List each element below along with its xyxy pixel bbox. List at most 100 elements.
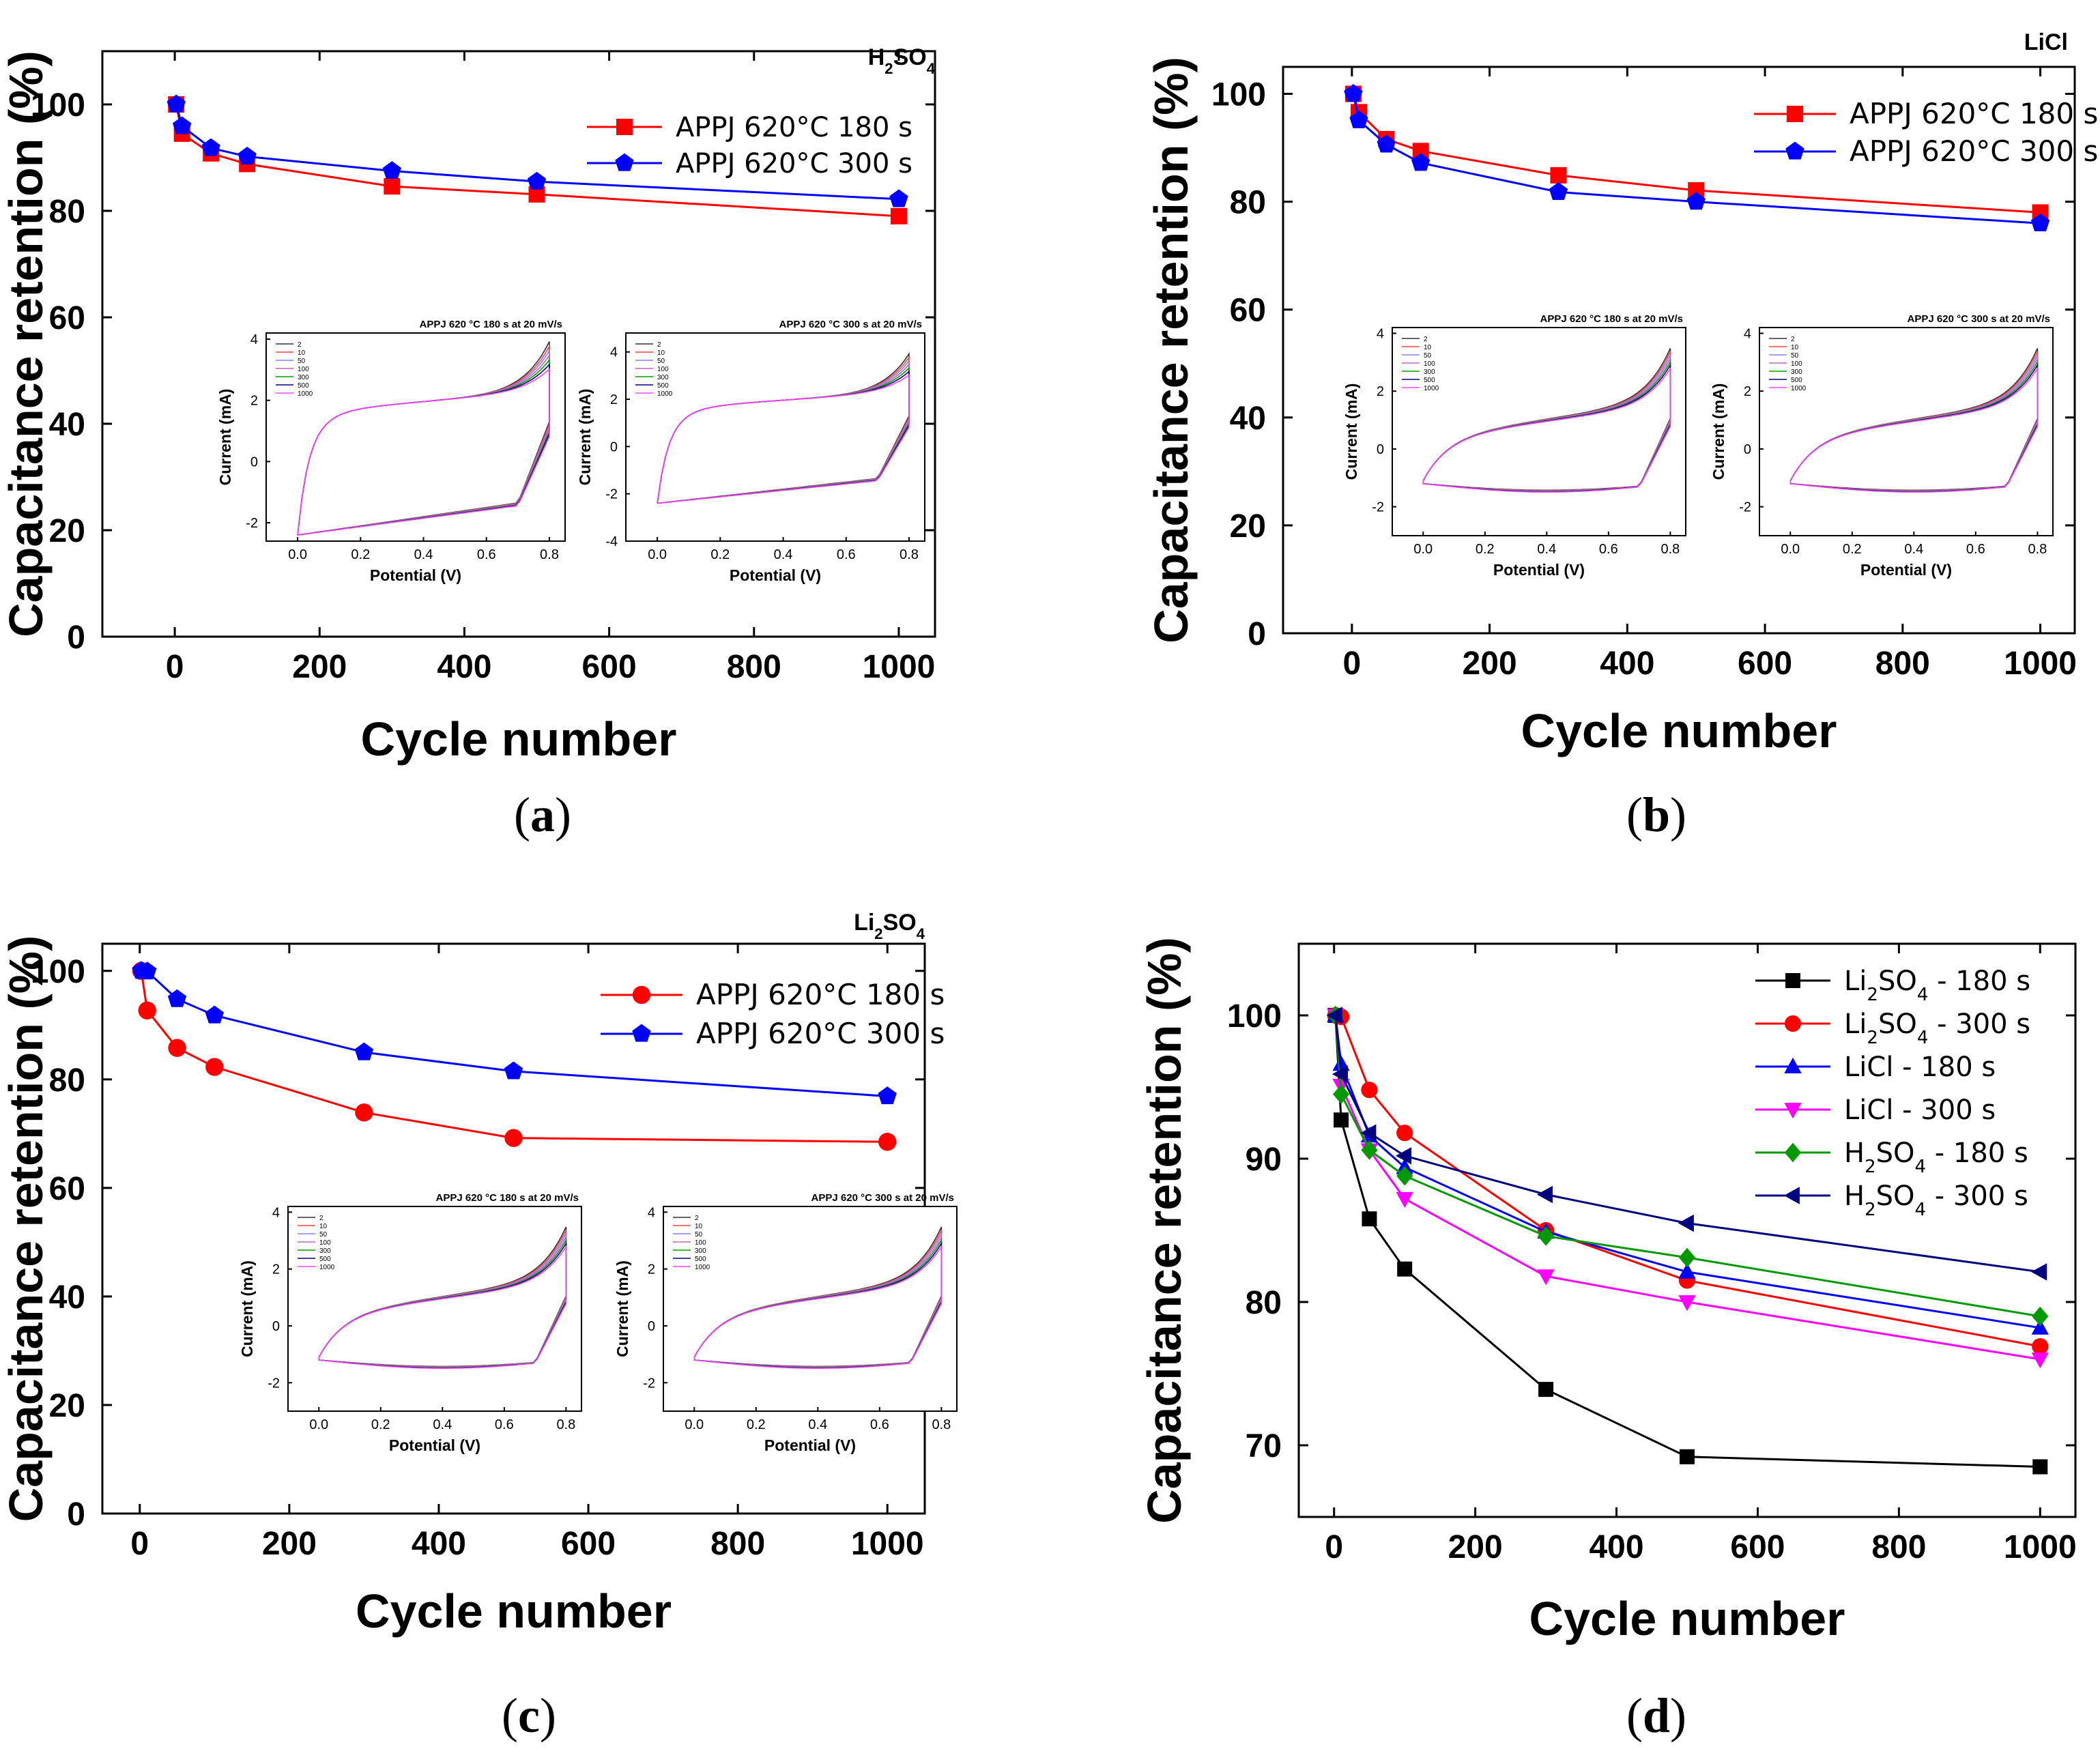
inset-legend-label: 300 <box>657 374 669 381</box>
inset-title: APPJ 620 °C 300 s at 20 mV/s <box>1908 313 2050 325</box>
data-point <box>2031 1352 2049 1369</box>
inset-x-tick-label: 0.0 <box>1413 542 1433 557</box>
legend-entry: APPJ 620°C 180 s <box>676 112 912 143</box>
y-tick-label: 100 <box>1227 998 1282 1034</box>
inset-legend-label: 50 <box>319 1231 328 1239</box>
inset-x-tick-label: 0.6 <box>1599 542 1618 557</box>
inset-legend-label: 300 <box>1791 368 1802 376</box>
inset-x-tick-label: 0.4 <box>1537 542 1556 557</box>
inset-x-title: Potential (V) <box>389 1436 480 1454</box>
inset-x-tick-label: 0.2 <box>1843 542 1862 557</box>
cv-curve <box>693 1245 943 1369</box>
data-point <box>1396 1147 1412 1165</box>
data-point <box>1538 1382 1554 1398</box>
x-tick-label: 200 <box>292 649 347 685</box>
x-tick-label: 400 <box>1600 646 1654 682</box>
inset-y-tick-label: -2 <box>268 1376 280 1391</box>
data-point <box>1349 110 1368 128</box>
legend-entry: Li2SO4 - 300 s <box>1844 1009 2030 1048</box>
inset-y-tick-label: 4 <box>1744 326 1751 341</box>
data-point <box>1396 1191 1413 1208</box>
data-point <box>2031 1318 2049 1335</box>
inset-y-tick-label: -2 <box>1372 500 1384 515</box>
data-point <box>384 178 401 195</box>
x-tick-label: 1000 <box>863 649 936 685</box>
y-tick-label: 80 <box>1230 185 1266 221</box>
x-tick-label: 800 <box>710 1526 765 1562</box>
data-point <box>1536 1185 1553 1204</box>
plot-frame <box>1282 66 2076 635</box>
inset-x-tick-label: 0.8 <box>540 547 559 562</box>
inset-x-tick-label: 0.6 <box>1966 542 1985 557</box>
inset-legend-label: 500 <box>1791 377 1802 384</box>
y-tick-label: 0 <box>1248 616 1266 652</box>
inset-title: APPJ 620 °C 300 s at 20 mV/s <box>811 1192 954 1204</box>
inset-frame <box>287 1206 582 1412</box>
inset-title: APPJ 620 °C 180 s at 20 mV/s <box>420 319 562 330</box>
legend: APPJ 620°C 180 s APPJ 620°C 300 s <box>601 978 945 1050</box>
data-point <box>1678 1262 1696 1279</box>
inset-legend-label: 50 <box>657 358 665 365</box>
data-point <box>1550 167 1567 184</box>
inset-x-tick-label: 0.4 <box>808 1417 827 1432</box>
data-point <box>1686 192 1706 210</box>
cv-curve <box>297 368 550 536</box>
data-point <box>1332 1065 1348 1083</box>
data-point <box>167 989 187 1007</box>
inset-y-title: Current (mA) <box>614 1260 631 1357</box>
inset-y-tick-label: -2 <box>605 487 618 502</box>
inset-legend-label: 50 <box>1424 352 1432 360</box>
data-point <box>504 1129 523 1147</box>
data-point <box>1361 1082 1378 1099</box>
y-tick-label: 60 <box>1230 293 1266 329</box>
x-axis-title: Cycle number <box>1521 704 1837 757</box>
legend: APPJ 620°C 180 s APPJ 620°C 300 s <box>1754 97 2098 168</box>
y-tick-label: 80 <box>49 194 85 230</box>
inset-legend-label: 10 <box>319 1223 328 1230</box>
y-axis-title: Capacitance retention (%) <box>1145 57 1198 643</box>
y-axis-title: Capacitance retention (%) <box>1138 937 1191 1524</box>
data-point <box>1678 1214 1694 1232</box>
inset-x-tick-label: 0.0 <box>1781 542 1800 557</box>
inset-legend-label: 500 <box>298 382 309 390</box>
inset-x-tick-label: 0.6 <box>837 547 856 562</box>
inset-legend-label: 10 <box>657 349 665 357</box>
data-point <box>2032 1459 2048 1475</box>
inset-y-title: Current (mA) <box>576 389 594 486</box>
data-point <box>527 171 547 190</box>
cv-curve <box>1422 366 1671 493</box>
legend-entry: H2SO4 - 180 s <box>1844 1138 2028 1177</box>
inset-y-tick-label: 0 <box>610 439 618 454</box>
inset-x-tick-label: 0.6 <box>495 1417 514 1432</box>
y-tick-label: 90 <box>1246 1142 1282 1178</box>
legend-marker <box>1787 106 1803 122</box>
cv-curve <box>318 1245 567 1369</box>
inset-cv: APPJ 620 °C 180 s at 20 mV/s 0.0 0.2 0.4 0.6… <box>1342 313 1686 579</box>
inset-legend-label: 500 <box>319 1256 331 1263</box>
inset-x-tick-label: 0.2 <box>710 547 730 562</box>
cv-curve <box>1789 366 2039 493</box>
inset-y-tick-label: 0 <box>250 454 258 469</box>
x-tick-label: 1000 <box>2004 646 2077 682</box>
inset-x-tick-label: 0.8 <box>932 1417 951 1432</box>
legend-marker <box>616 119 633 135</box>
data-point <box>878 1133 897 1151</box>
inset-x-tick-label: 0.0 <box>648 547 667 562</box>
inset-y-tick-label: 4 <box>272 1205 280 1220</box>
legend-marker <box>1785 973 1800 988</box>
data-point <box>1680 1449 1695 1464</box>
inset-legend-label: 100 <box>298 366 309 373</box>
y-tick-label: 100 <box>31 87 85 124</box>
y-tick-label: 40 <box>1230 401 1266 437</box>
x-tick-label: 800 <box>727 649 781 685</box>
inset-y-tick-label: 2 <box>250 394 258 409</box>
data-point <box>504 1061 523 1080</box>
legend-entry: APPJ 620°C 300 s <box>676 148 912 179</box>
data-point <box>889 189 908 207</box>
data-point <box>1549 182 1568 200</box>
data-point <box>1333 1084 1350 1104</box>
inset-legend-label: 10 <box>1424 344 1432 351</box>
